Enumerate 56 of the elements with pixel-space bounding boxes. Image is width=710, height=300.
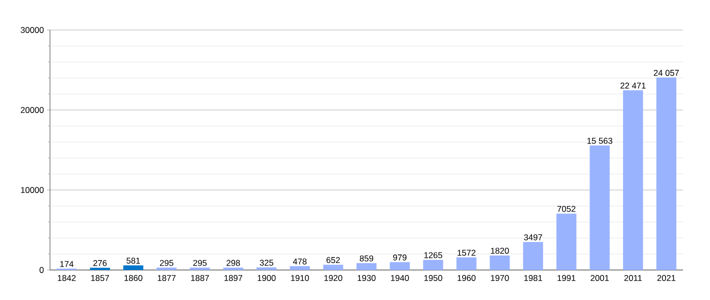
bar: [490, 255, 510, 270]
data-label: 1820: [490, 248, 509, 254]
x-tick-label: 1940: [391, 275, 409, 282]
data-label: 276: [93, 260, 107, 266]
bar: [556, 214, 576, 270]
data-label: 298: [226, 260, 240, 266]
bar: [423, 260, 444, 270]
x-tick-label: 1877: [158, 275, 176, 282]
x-tick-label: 2011: [624, 275, 642, 282]
bar: [390, 262, 410, 270]
x-tick-label: 1897: [224, 275, 242, 282]
bar: [656, 78, 676, 270]
x-tick-label: 1950: [424, 275, 442, 282]
bar: [523, 242, 544, 270]
data-label: 24 057: [654, 70, 679, 76]
x-tick-label: 1857: [91, 275, 109, 282]
x-tick-label: 1970: [490, 275, 509, 282]
data-label: 979: [393, 254, 406, 260]
bar: [356, 263, 376, 270]
data-label: 325: [260, 260, 274, 266]
x-tick-label: 1900: [258, 275, 276, 282]
data-label: 581: [126, 258, 140, 264]
x-tick-label: 1887: [191, 275, 209, 282]
data-label: 295: [160, 260, 174, 266]
bar: [256, 267, 277, 270]
bar: [456, 257, 476, 270]
y-tick-label: 10000: [21, 187, 44, 193]
bar: [623, 90, 644, 270]
x-tick-label: 1991: [558, 275, 576, 282]
bar: [590, 145, 610, 270]
data-label: 1265: [424, 252, 442, 258]
bar: [323, 264, 344, 270]
x-tick-label: 1910: [291, 275, 309, 282]
bar: [123, 265, 144, 270]
bar: [290, 266, 310, 270]
x-tick-label: 1860: [124, 275, 142, 282]
x-tick-label: 2001: [590, 275, 609, 282]
x-tick-label: 1960: [458, 275, 476, 282]
x-tick-label: 1920: [324, 275, 342, 282]
data-label: 478: [292, 258, 307, 264]
data-label: 3497: [524, 234, 542, 240]
data-label: 859: [360, 255, 374, 262]
data-label: 1572: [458, 250, 476, 256]
x-tick-label: 1842: [58, 275, 76, 282]
y-tick-label: 20000: [20, 107, 44, 113]
y-tick-label: 30000: [20, 27, 44, 33]
x-tick-label: 2021: [657, 275, 676, 282]
data-label: 174: [60, 261, 74, 267]
x-tick-label: 1930: [358, 275, 376, 282]
y-tick-label: 0: [40, 267, 44, 273]
x-tick-label: 1981: [524, 275, 542, 282]
data-label: 15 563: [587, 138, 612, 144]
data-label: 7052: [557, 206, 576, 212]
data-label: 22 471: [620, 82, 646, 89]
data-label: 295: [193, 260, 207, 266]
data-label: 652: [326, 257, 340, 264]
